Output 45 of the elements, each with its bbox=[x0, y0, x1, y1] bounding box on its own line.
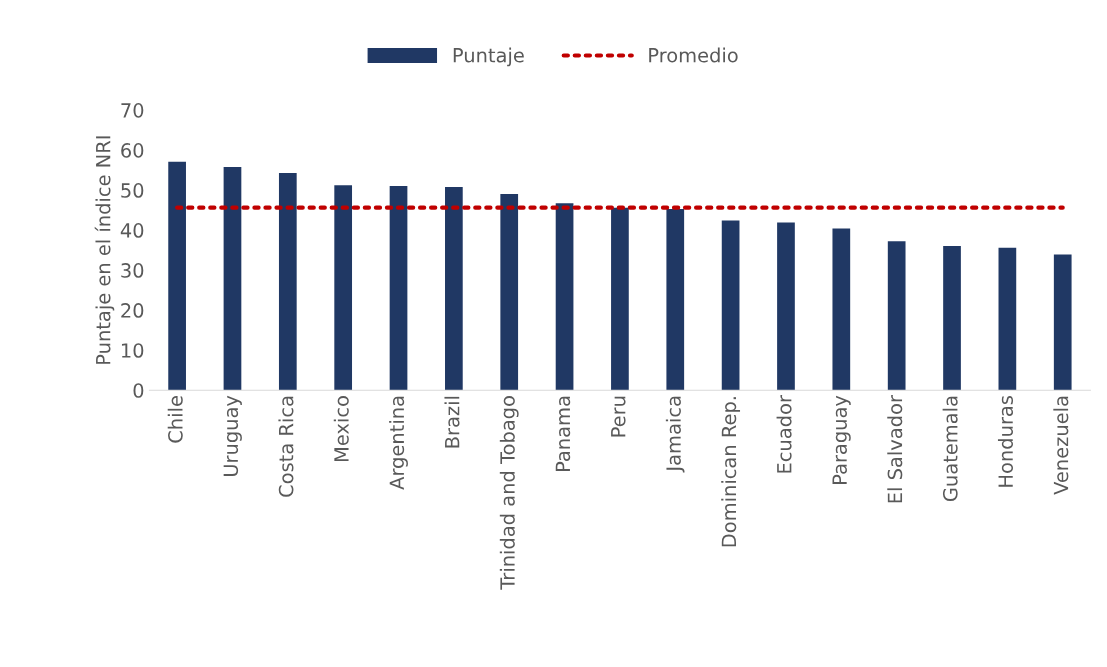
x-tick-label: Paraguay bbox=[832, 395, 851, 484]
x-tick-label: Ecuador bbox=[776, 395, 792, 473]
bar bbox=[611, 207, 629, 391]
x-tick-label: Honduras bbox=[997, 396, 1014, 487]
x-tick-label: Brazil bbox=[444, 396, 460, 448]
y-tick-label: 60 bbox=[121, 143, 144, 158]
bar bbox=[666, 208, 685, 391]
x-tick-label: Guatemala bbox=[942, 396, 958, 502]
bar bbox=[500, 194, 519, 391]
x-tick-label: Trinidad and Tobago bbox=[499, 396, 519, 590]
bar bbox=[223, 166, 242, 391]
y-tick-label: 70 bbox=[121, 103, 144, 118]
x-tick-label: Jamaica bbox=[665, 396, 685, 473]
y-axis-title: Puntaje en el índice NRI bbox=[94, 136, 115, 364]
x-tick-label: Uruguay bbox=[223, 395, 242, 477]
x-tick-label: Argentina bbox=[389, 396, 408, 490]
x-tick-label: Chile bbox=[167, 396, 183, 443]
x-tick-label: El Salvador bbox=[887, 395, 903, 503]
legend-label: Puntaje bbox=[453, 47, 524, 67]
x-tick-label: Mexico bbox=[333, 396, 349, 462]
bar bbox=[168, 161, 186, 391]
bar bbox=[389, 186, 408, 391]
x-tick-label: Peru bbox=[611, 396, 626, 437]
y-tick-label: 50 bbox=[121, 183, 144, 198]
x-tick-label: Dominican Rep. bbox=[721, 397, 741, 547]
bar bbox=[334, 185, 353, 391]
bar bbox=[445, 186, 463, 391]
y-tick-label: 10 bbox=[121, 343, 144, 358]
bar bbox=[887, 241, 906, 391]
bar bbox=[721, 220, 740, 391]
bar bbox=[998, 247, 1017, 391]
bar bbox=[278, 172, 297, 391]
bar bbox=[943, 246, 961, 391]
y-tick-label: 30 bbox=[121, 263, 144, 278]
bar bbox=[555, 203, 574, 391]
bar bbox=[1053, 254, 1072, 391]
y-tick-label: 0 bbox=[133, 383, 144, 398]
y-tick-label: 20 bbox=[121, 303, 144, 318]
x-tick-label: Venezuela bbox=[1053, 396, 1069, 495]
x-tick-label: Panama bbox=[555, 396, 571, 472]
legend-label: Promedio bbox=[649, 47, 738, 63]
y-tick-label: 40 bbox=[120, 223, 144, 238]
bar bbox=[777, 222, 795, 391]
x-tick-label: Costa Rica bbox=[278, 396, 294, 497]
bar bbox=[832, 228, 851, 391]
